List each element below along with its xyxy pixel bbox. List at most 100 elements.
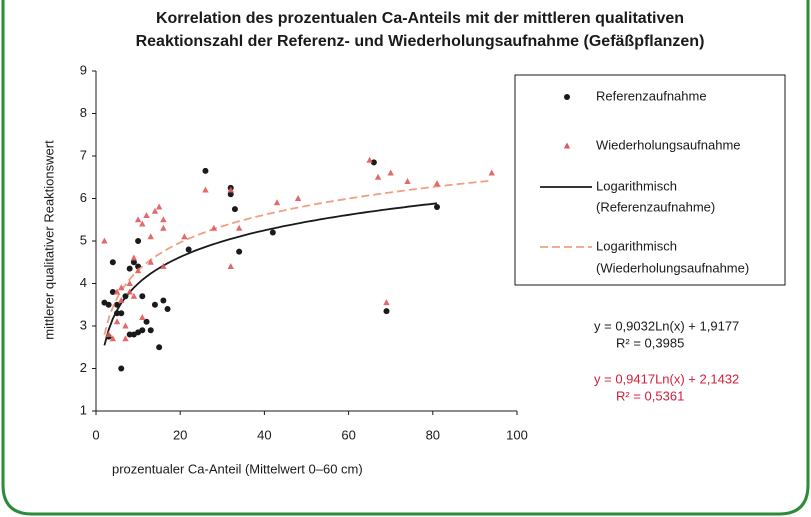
point: [404, 178, 411, 184]
point: [433, 180, 441, 187]
y-tick-label: 4: [80, 275, 87, 290]
point: [160, 224, 167, 231]
point: [164, 306, 171, 312]
point: [236, 248, 243, 255]
point: [151, 207, 159, 214]
y-tick-label: 9: [80, 62, 87, 77]
r-squared: R² = 0,5361: [616, 388, 684, 403]
point: [143, 212, 150, 218]
point: [126, 265, 133, 272]
point: [269, 229, 276, 236]
point: [114, 310, 121, 317]
point: [366, 156, 373, 163]
x-tick-label: 40: [257, 427, 271, 442]
point: [370, 159, 377, 166]
point: [227, 186, 234, 193]
point: [118, 310, 125, 317]
point: [113, 288, 121, 295]
point: [126, 331, 133, 338]
point: [139, 314, 146, 320]
point: [109, 289, 116, 295]
point: [109, 335, 117, 342]
point: [231, 206, 238, 213]
point: [143, 318, 150, 325]
point: [126, 280, 133, 286]
point: [488, 169, 495, 176]
point: [294, 195, 302, 201]
point: [387, 169, 394, 176]
point: [101, 237, 108, 244]
point: [139, 293, 146, 300]
point: [147, 327, 154, 334]
y-tick-label: 2: [80, 360, 87, 375]
r-squared: R² = 0,3985: [616, 335, 684, 350]
equation: y = 0,9032Ln(x) + 1,9177: [594, 318, 739, 333]
point: [105, 331, 112, 337]
trend-line: [103, 202, 438, 346]
point: [185, 246, 192, 253]
x-tick-label: 100: [506, 427, 528, 442]
y-tick-label: 6: [80, 190, 87, 205]
point: [383, 308, 390, 315]
point: [210, 224, 218, 231]
x-tick-label: 20: [173, 427, 187, 442]
point: [126, 288, 133, 295]
legend-label: Logarithmisch: [596, 238, 677, 253]
point: [113, 318, 121, 325]
point: [118, 284, 125, 291]
point: [147, 258, 154, 265]
point: [160, 216, 167, 223]
point: [202, 186, 209, 193]
legend-marker: [564, 94, 570, 100]
point: [135, 238, 142, 244]
point: [118, 297, 125, 303]
point: [109, 259, 116, 266]
point: [181, 233, 188, 240]
point: [130, 259, 137, 266]
point: [273, 199, 281, 206]
point: [383, 299, 390, 306]
point: [227, 191, 234, 198]
point: [134, 216, 142, 223]
x-tick-label: 60: [341, 427, 355, 442]
point: [160, 297, 167, 304]
chart-title: Korrelation des prozentualen Ca-Anteils …: [156, 10, 684, 27]
point: [235, 224, 243, 231]
point: [122, 322, 129, 329]
point: [130, 292, 138, 299]
point: [134, 267, 142, 274]
point: [202, 167, 209, 174]
point: [155, 203, 163, 210]
point: [160, 263, 167, 269]
y-tick-label: 1: [80, 402, 87, 417]
legend-label: Logarithmisch: [596, 178, 677, 193]
point: [122, 335, 129, 342]
legend-box: [514, 74, 786, 286]
x-tick-label: 0: [92, 427, 99, 442]
point: [147, 233, 154, 240]
y-tick-label: 5: [80, 232, 87, 247]
point: [114, 301, 121, 308]
point: [227, 263, 234, 269]
point: [434, 204, 441, 210]
chart-title: Reaktionszahl der Referenz- und Wiederho…: [136, 33, 705, 50]
legend-label: (Wiederholungsaufnahme): [596, 260, 749, 275]
y-tick-label: 7: [80, 147, 87, 162]
point: [139, 220, 146, 227]
legend-label: Referenzaufnahme: [596, 88, 707, 103]
trend-line: [103, 179, 492, 335]
x-axis-label: prozentualer Ca-Anteil (Mittelwert 0–60 …: [112, 461, 363, 476]
point: [151, 301, 158, 308]
point: [156, 344, 163, 351]
point: [374, 173, 382, 180]
legend-label: Wiederholungsaufnahme: [596, 137, 741, 152]
equation: y = 0,9417Ln(x) + 2,1432: [594, 371, 739, 386]
point: [122, 293, 129, 300]
legend-marker: [563, 142, 571, 149]
point: [130, 331, 137, 338]
y-tick-label: 8: [80, 105, 87, 120]
y-axis-label: mittlerer qualitativer Reaktionswert: [41, 140, 56, 340]
x-tick-label: 80: [426, 427, 440, 442]
point: [130, 254, 138, 261]
